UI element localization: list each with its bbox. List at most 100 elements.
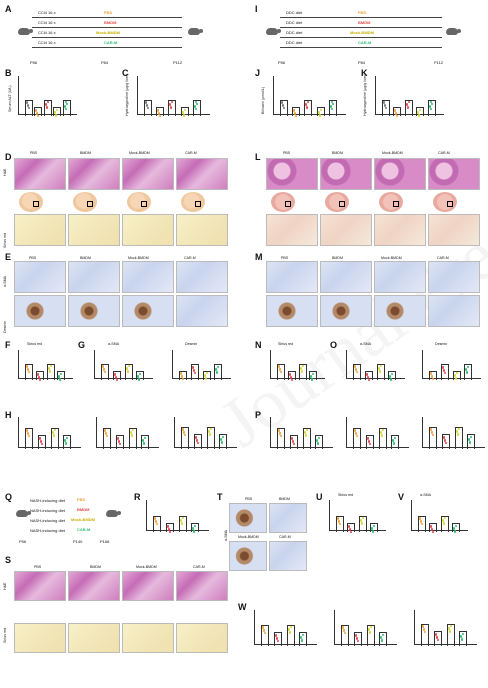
chart-bar xyxy=(277,428,285,449)
data-point xyxy=(361,517,364,519)
chart-bar xyxy=(379,632,388,646)
liver-section xyxy=(181,192,205,212)
scheme-row-label: DDC diet xyxy=(286,10,303,15)
data-point xyxy=(429,108,432,110)
chart-bar xyxy=(53,107,62,116)
chart-bar xyxy=(191,523,200,532)
data-point xyxy=(159,115,162,117)
data-point xyxy=(183,432,185,434)
mouse-icon xyxy=(18,28,33,35)
data-point xyxy=(205,372,208,374)
data-point xyxy=(395,113,398,115)
data-point xyxy=(145,102,147,104)
column-label-pbs: PBS xyxy=(30,151,38,155)
data-point xyxy=(461,639,464,641)
chart-p-col1 xyxy=(270,417,333,449)
micrograph xyxy=(14,295,66,327)
chart-bar xyxy=(136,371,145,380)
data-point xyxy=(278,430,280,432)
micrograph xyxy=(428,158,480,190)
data-point xyxy=(181,112,184,114)
micrograph xyxy=(14,261,66,293)
data-point xyxy=(142,440,145,442)
data-point xyxy=(27,105,29,107)
chart-bar xyxy=(101,364,109,380)
liver-section xyxy=(127,192,151,212)
data-point xyxy=(276,640,279,642)
column-label-pbs: PBS xyxy=(283,151,291,155)
data-point xyxy=(155,521,157,523)
data-point xyxy=(49,365,52,367)
column-label-bmdm: BMDM xyxy=(332,151,343,155)
micrograph xyxy=(122,261,174,293)
data-point xyxy=(381,640,384,642)
panel-label-n: N xyxy=(255,340,262,350)
day-label: P56 xyxy=(278,60,286,65)
chart-bar xyxy=(440,516,449,532)
data-point xyxy=(452,528,455,530)
data-point xyxy=(428,106,431,108)
data-point xyxy=(442,437,445,439)
chart-h-col3 xyxy=(96,417,159,449)
data-point xyxy=(59,379,62,381)
micrograph xyxy=(320,158,372,190)
data-point xyxy=(180,373,182,375)
micrograph xyxy=(176,158,228,190)
panel-label-i: I xyxy=(255,4,258,14)
data-point xyxy=(380,637,383,639)
scheme-treatment-label: CAR-M xyxy=(358,40,372,45)
data-point xyxy=(442,523,445,525)
column-label-carm: CAR-M xyxy=(185,151,197,155)
chart-bar xyxy=(347,523,356,532)
data-point xyxy=(38,438,41,440)
chart-bar xyxy=(369,523,378,532)
data-point xyxy=(196,442,199,444)
liver-section xyxy=(271,192,295,212)
chart-bar xyxy=(190,364,199,380)
micrograph xyxy=(68,571,120,601)
data-point xyxy=(47,368,50,370)
chart-bar xyxy=(315,435,324,449)
data-point xyxy=(293,110,296,112)
data-point xyxy=(429,101,432,103)
scheme-treatment-label: PBS xyxy=(358,10,367,15)
data-point xyxy=(129,432,132,434)
micrograph xyxy=(320,261,372,293)
column-label-pbs: PBS xyxy=(29,256,37,260)
data-point xyxy=(469,442,472,444)
day-label: P84 xyxy=(101,60,109,65)
data-point xyxy=(366,377,369,379)
data-point xyxy=(360,523,363,525)
data-point xyxy=(191,367,194,369)
data-point xyxy=(330,108,333,110)
chart-bar xyxy=(63,435,72,449)
chart-title: α-SMA xyxy=(420,493,432,497)
micrograph xyxy=(176,623,228,653)
column-label-bmdm: BMDM xyxy=(332,256,343,260)
scheme-treatment-label: PBS xyxy=(77,497,86,502)
data-point xyxy=(391,373,394,375)
data-point xyxy=(103,369,105,371)
data-point xyxy=(64,108,67,110)
panel-label-j: J xyxy=(255,68,261,78)
data-point xyxy=(147,107,149,109)
data-point xyxy=(215,369,218,371)
data-point xyxy=(356,640,359,642)
data-point xyxy=(354,366,356,368)
column-label-mock: Mock-BMDM xyxy=(382,151,403,155)
data-point xyxy=(279,433,281,435)
data-point xyxy=(448,631,451,633)
data-point xyxy=(443,517,446,519)
chart-bar xyxy=(287,371,296,380)
data-point xyxy=(216,372,219,374)
data-point xyxy=(406,107,409,109)
data-point xyxy=(318,437,321,439)
chart-bar xyxy=(378,428,387,449)
data-point xyxy=(292,443,295,445)
data-point xyxy=(158,113,161,115)
micrograph xyxy=(428,295,480,327)
data-point xyxy=(222,436,225,438)
chart-bar xyxy=(37,435,46,449)
micrograph xyxy=(269,541,307,571)
data-point xyxy=(343,630,345,632)
